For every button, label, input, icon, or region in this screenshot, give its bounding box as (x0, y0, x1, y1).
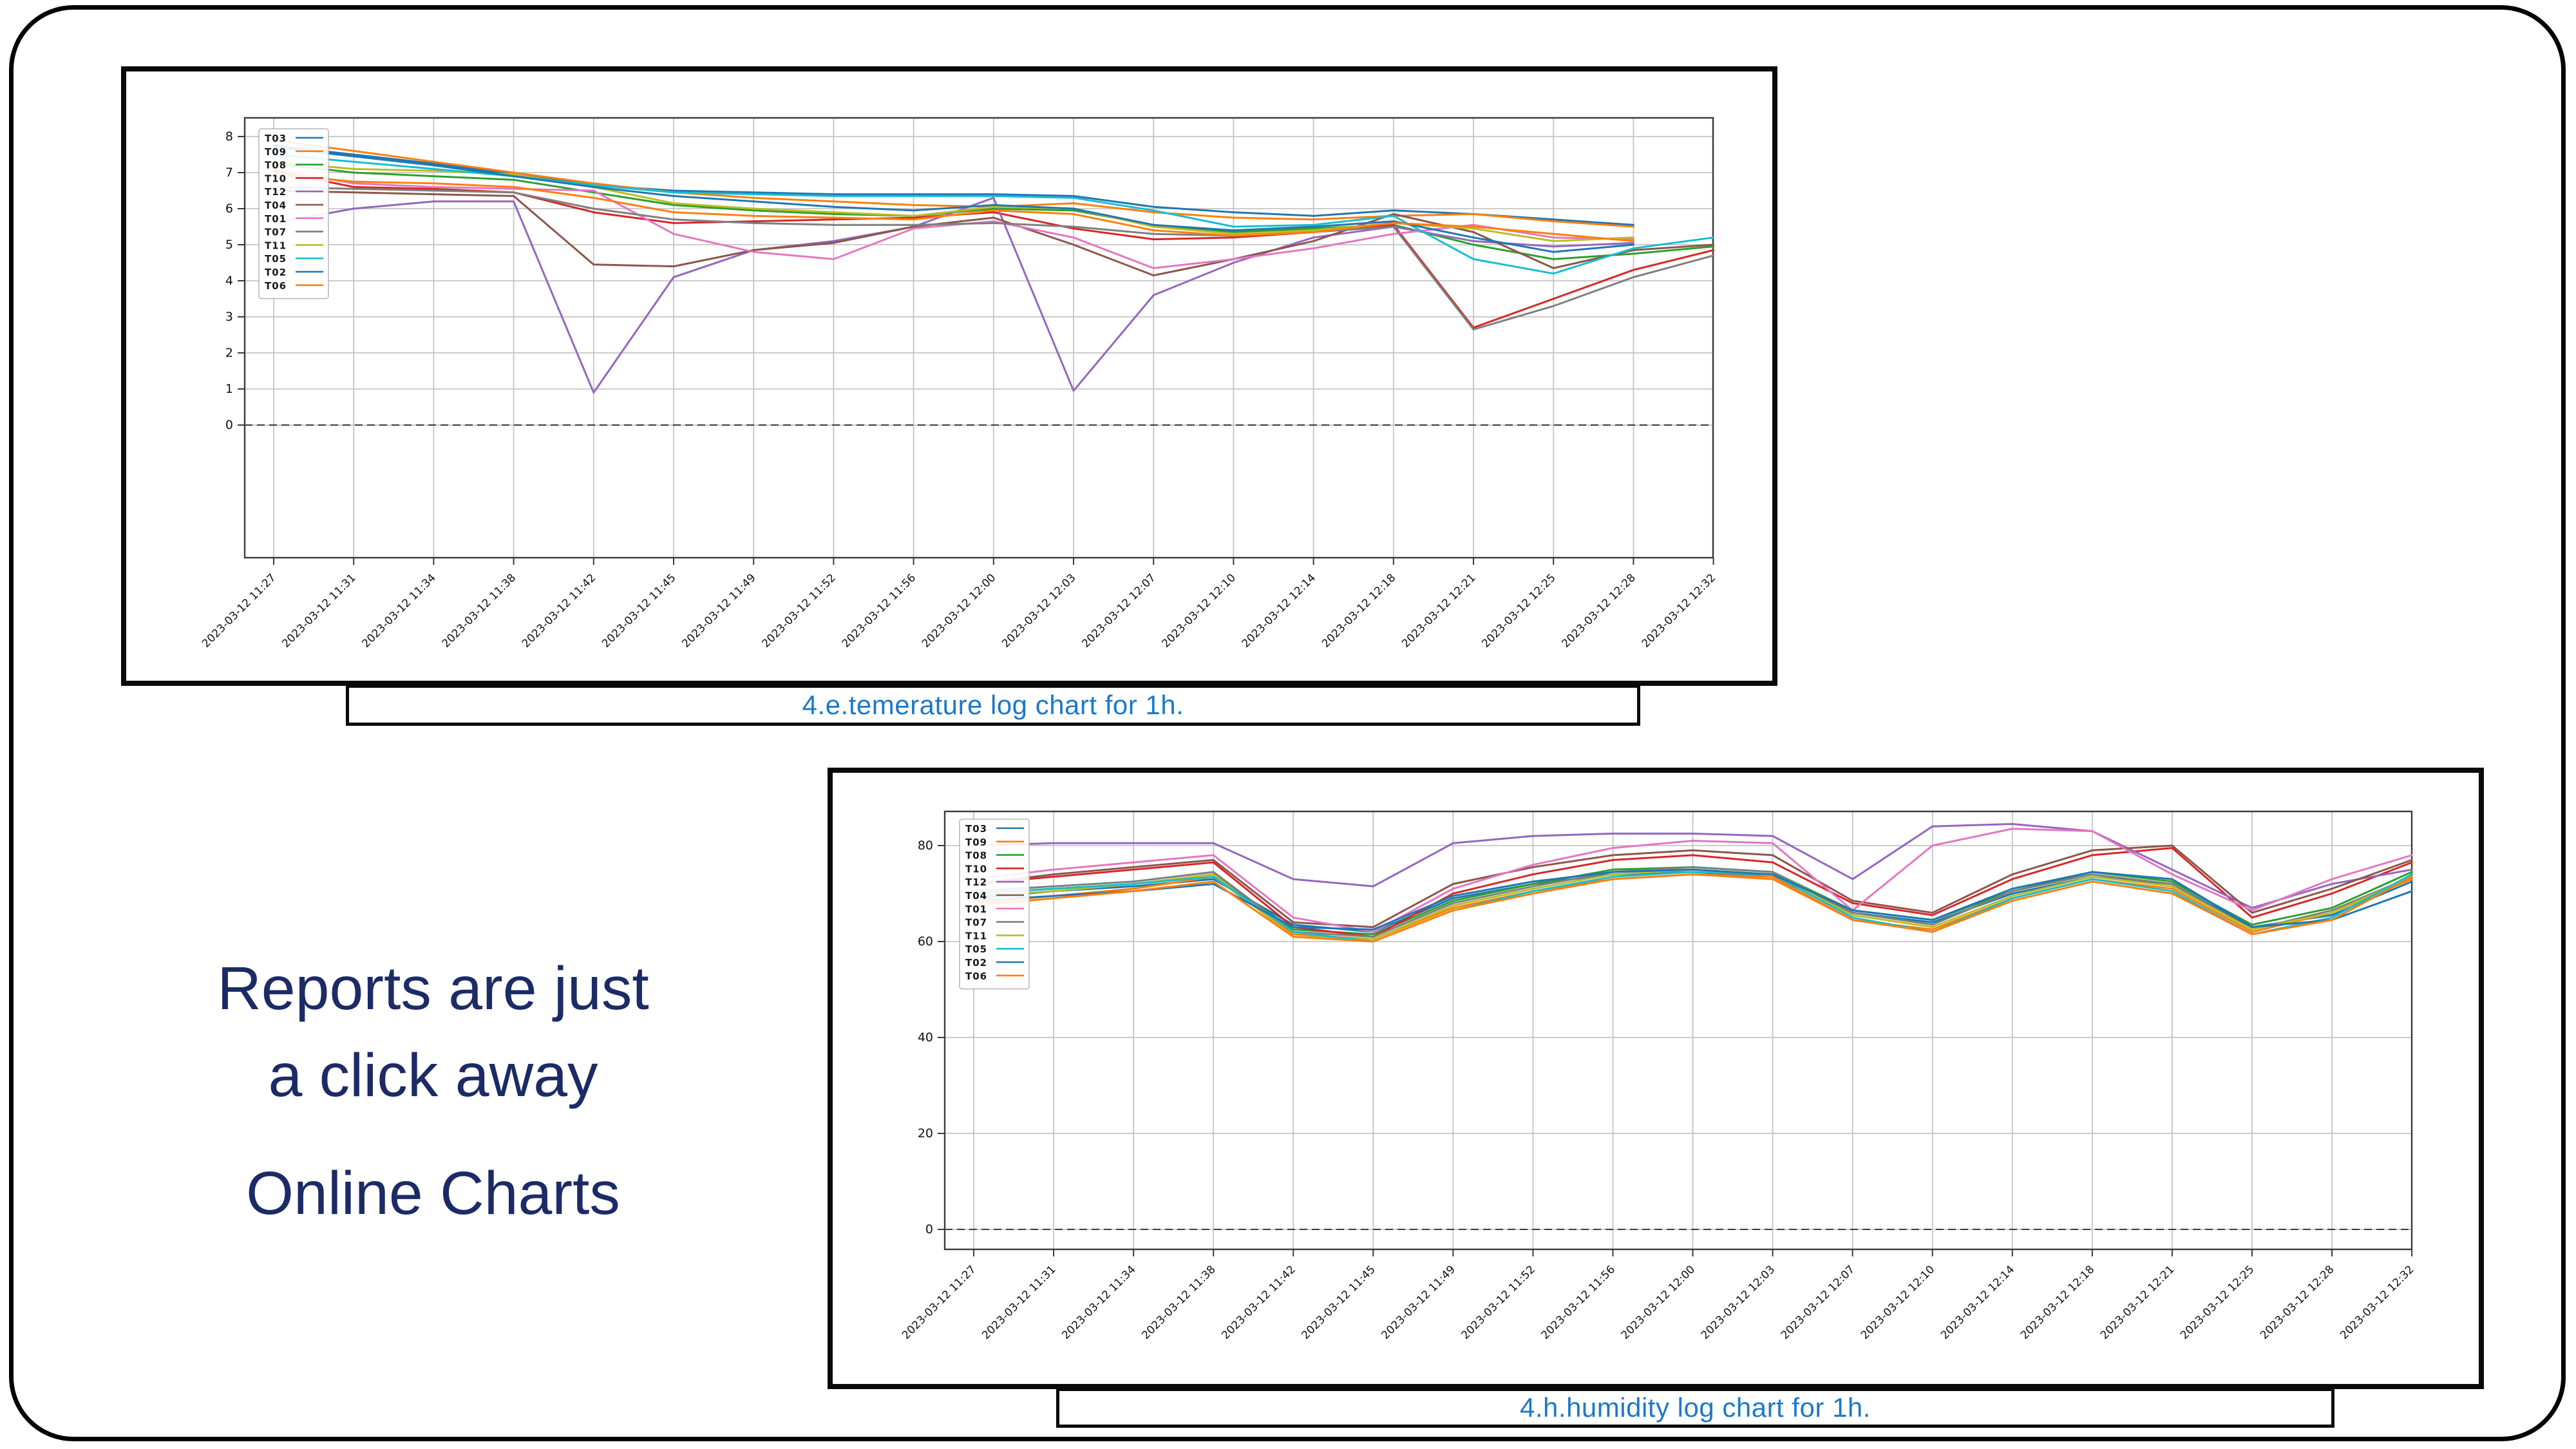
svg-text:80: 80 (918, 838, 933, 853)
headline-line-3: Online Charts (246, 1159, 620, 1227)
svg-text:2023-03-12 12:14: 2023-03-12 12:14 (1240, 571, 1318, 650)
svg-text:6: 6 (225, 202, 233, 216)
svg-text:60: 60 (918, 934, 933, 949)
svg-text:T01: T01 (965, 904, 987, 915)
temperature-caption: 4.e.temerature log chart for 1h. (802, 690, 1184, 720)
humidity-line-chart: 2023-03-12 11:27 2023-03-12 11:31 2023-03-… (900, 810, 2417, 1342)
svg-text:2023-03-12 11:56: 2023-03-12 11:56 (1539, 1263, 1618, 1341)
svg-text:1: 1 (225, 382, 233, 396)
svg-text:T11: T11 (965, 930, 987, 942)
headline-line-2: a click away (268, 1041, 598, 1110)
svg-text:2023-03-12 12:21: 2023-03-12 12:21 (1399, 571, 1478, 650)
svg-text:T09: T09 (965, 837, 987, 848)
svg-text:2023-03-12 12:00: 2023-03-12 12:00 (1619, 1263, 1698, 1341)
svg-text:T06: T06 (265, 280, 287, 292)
svg-text:4: 4 (225, 274, 233, 288)
svg-text:2023-03-12 11:45: 2023-03-12 11:45 (600, 571, 678, 650)
svg-text:T12: T12 (265, 186, 287, 198)
svg-text:2023-03-12 12:10: 2023-03-12 12:10 (1159, 571, 1238, 650)
svg-text:8: 8 (225, 129, 233, 144)
svg-text:2023-03-12 11:31: 2023-03-12 11:31 (279, 571, 358, 650)
svg-text:2023-03-12 11:49: 2023-03-12 11:49 (679, 571, 758, 650)
svg-text:2023-03-12 12:25: 2023-03-12 12:25 (1479, 571, 1558, 650)
svg-text:2023-03-12 12:00: 2023-03-12 12:00 (920, 571, 998, 650)
svg-text:20: 20 (918, 1126, 933, 1141)
svg-text:2023-03-12 11:56: 2023-03-12 11:56 (840, 571, 918, 650)
svg-text:T08: T08 (265, 160, 287, 171)
headline: Reports are just a click away Online Cha… (97, 945, 770, 1237)
svg-text:7: 7 (225, 166, 233, 180)
svg-text:2023-03-12 11:27: 2023-03-12 11:27 (900, 1263, 978, 1341)
svg-text:2023-03-12 12:07: 2023-03-12 12:07 (1779, 1263, 1857, 1341)
svg-text:2: 2 (225, 346, 233, 360)
humidity-chart-panel: 2023-03-12 11:27 2023-03-12 11:31 2023-03-… (828, 768, 2484, 1389)
svg-text:T08: T08 (965, 850, 987, 862)
svg-text:2023-03-12 11:34: 2023-03-12 11:34 (359, 571, 438, 650)
svg-text:T03: T03 (965, 823, 987, 835)
svg-text:2023-03-12 11:31: 2023-03-12 11:31 (980, 1263, 1058, 1341)
svg-text:2023-03-12 12:21: 2023-03-12 12:21 (2098, 1263, 2177, 1341)
svg-text:0: 0 (225, 418, 233, 432)
svg-text:2023-03-12 12:25: 2023-03-12 12:25 (2178, 1263, 2257, 1341)
svg-text:T12: T12 (965, 876, 987, 888)
svg-text:2023-03-12 12:10: 2023-03-12 12:10 (1859, 1263, 1937, 1341)
svg-text:T07: T07 (265, 227, 287, 238)
svg-text:2023-03-12 12:28: 2023-03-12 12:28 (1559, 571, 1638, 650)
svg-text:2023-03-12 11:38: 2023-03-12 11:38 (440, 571, 518, 650)
svg-text:T02: T02 (965, 957, 987, 969)
svg-text:2023-03-12 11:38: 2023-03-12 11:38 (1139, 1263, 1218, 1341)
svg-text:40: 40 (918, 1030, 933, 1045)
svg-text:T10: T10 (965, 863, 987, 875)
svg-text:T04: T04 (265, 200, 287, 211)
svg-text:2023-03-12 12:32: 2023-03-12 12:32 (1640, 571, 1718, 650)
svg-text:T02: T02 (265, 267, 287, 278)
svg-text:2023-03-12 12:28: 2023-03-12 12:28 (2258, 1263, 2336, 1341)
svg-text:T04: T04 (965, 890, 987, 902)
svg-text:5: 5 (225, 238, 233, 252)
svg-text:T10: T10 (265, 173, 287, 184)
svg-text:2023-03-12 12:07: 2023-03-12 12:07 (1079, 571, 1158, 650)
svg-text:2023-03-12 12:18: 2023-03-12 12:18 (2018, 1263, 2097, 1341)
svg-text:2023-03-12 11:52: 2023-03-12 11:52 (1459, 1263, 1537, 1341)
temperature-line-chart: 2023-03-12 11:27 2023-03-12 11:31 2023-03-… (200, 117, 1718, 650)
svg-text:T03: T03 (265, 133, 287, 144)
svg-text:0: 0 (925, 1222, 933, 1236)
svg-text:2023-03-12 11:34: 2023-03-12 11:34 (1059, 1263, 1138, 1341)
svg-text:2023-03-12 11:42: 2023-03-12 11:42 (1219, 1263, 1298, 1341)
svg-text:2023-03-12 11:49: 2023-03-12 11:49 (1379, 1263, 1457, 1341)
svg-text:2023-03-12 12:18: 2023-03-12 12:18 (1320, 571, 1398, 650)
svg-text:2023-03-12 11:42: 2023-03-12 11:42 (520, 571, 598, 650)
humidity-caption-strip: 4.h.humidity log chart for 1h. (1056, 1388, 2334, 1428)
svg-text:T05: T05 (265, 253, 287, 265)
rounded-frame (9, 5, 2566, 1441)
svg-text:T11: T11 (265, 240, 287, 251)
svg-text:3: 3 (225, 310, 233, 324)
svg-text:2023-03-12 12:03: 2023-03-12 12:03 (1699, 1263, 1777, 1341)
temperature-chart-panel: 2023-03-12 11:27 2023-03-12 11:31 2023-03-… (121, 66, 1777, 686)
svg-text:2023-03-12 11:52: 2023-03-12 11:52 (759, 571, 838, 650)
svg-text:2023-03-12 12:32: 2023-03-12 12:32 (2338, 1263, 2416, 1341)
svg-text:T01: T01 (265, 213, 287, 225)
svg-text:T05: T05 (965, 943, 987, 955)
temperature-caption-strip: 4.e.temerature log chart for 1h. (346, 685, 1640, 726)
humidity-caption: 4.h.humidity log chart for 1h. (1520, 1392, 1871, 1423)
svg-text:2023-03-12 11:27: 2023-03-12 11:27 (200, 571, 278, 650)
svg-text:2023-03-12 12:03: 2023-03-12 12:03 (999, 571, 1078, 650)
headline-line-1: Reports are just (217, 954, 649, 1023)
svg-text:T06: T06 (965, 971, 987, 982)
svg-text:2023-03-12 12:14: 2023-03-12 12:14 (1938, 1263, 2017, 1341)
svg-text:2023-03-12 11:45: 2023-03-12 11:45 (1299, 1263, 1378, 1341)
svg-text:T09: T09 (265, 146, 287, 158)
svg-text:T07: T07 (965, 917, 987, 929)
